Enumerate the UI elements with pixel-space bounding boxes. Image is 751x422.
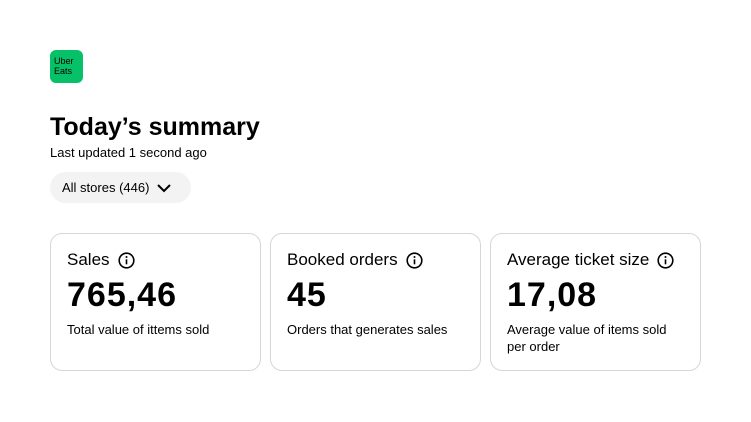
card-title-text: Average ticket size bbox=[507, 250, 650, 269]
card-description: Total value of ittems sold bbox=[67, 322, 210, 337]
selector-label: All stores (446) bbox=[62, 180, 150, 195]
metric-card: Sales 765,46 Total value of ittems sold bbox=[50, 233, 261, 371]
card-description: Average value of items sold per order bbox=[507, 322, 667, 354]
info-icon[interactable] bbox=[657, 251, 674, 269]
chevron-icon bbox=[157, 183, 172, 192]
card-value: 45 bbox=[287, 276, 327, 314]
card-value: 17,08 bbox=[507, 276, 598, 314]
logo-text: Eats bbox=[54, 66, 73, 76]
subtitle: Last updated 1 second ago bbox=[50, 145, 207, 160]
metric-card: Average ticket size 17,08 Average value of… bbox=[490, 233, 701, 371]
card-description: Orders that generates sales bbox=[287, 322, 448, 337]
metric-card: Booked orders 45 Orders that generates sal… bbox=[270, 233, 481, 371]
info-icon[interactable] bbox=[405, 251, 423, 269]
logo-text: Uber bbox=[54, 56, 74, 66]
card-title: Sales bbox=[67, 250, 244, 270]
store-selector[interactable]: All stores (446) bbox=[50, 172, 191, 203]
card-title-text: Booked orders bbox=[287, 250, 398, 269]
info-icon[interactable] bbox=[117, 251, 135, 269]
card-title-text: Sales bbox=[67, 250, 110, 269]
card-title: Average ticket size bbox=[507, 250, 684, 270]
logo: Uber Eats bbox=[50, 50, 83, 83]
title: Today’s summary bbox=[50, 113, 260, 141]
card-value: 765,46 bbox=[67, 276, 177, 314]
card-title: Booked orders bbox=[287, 250, 464, 270]
